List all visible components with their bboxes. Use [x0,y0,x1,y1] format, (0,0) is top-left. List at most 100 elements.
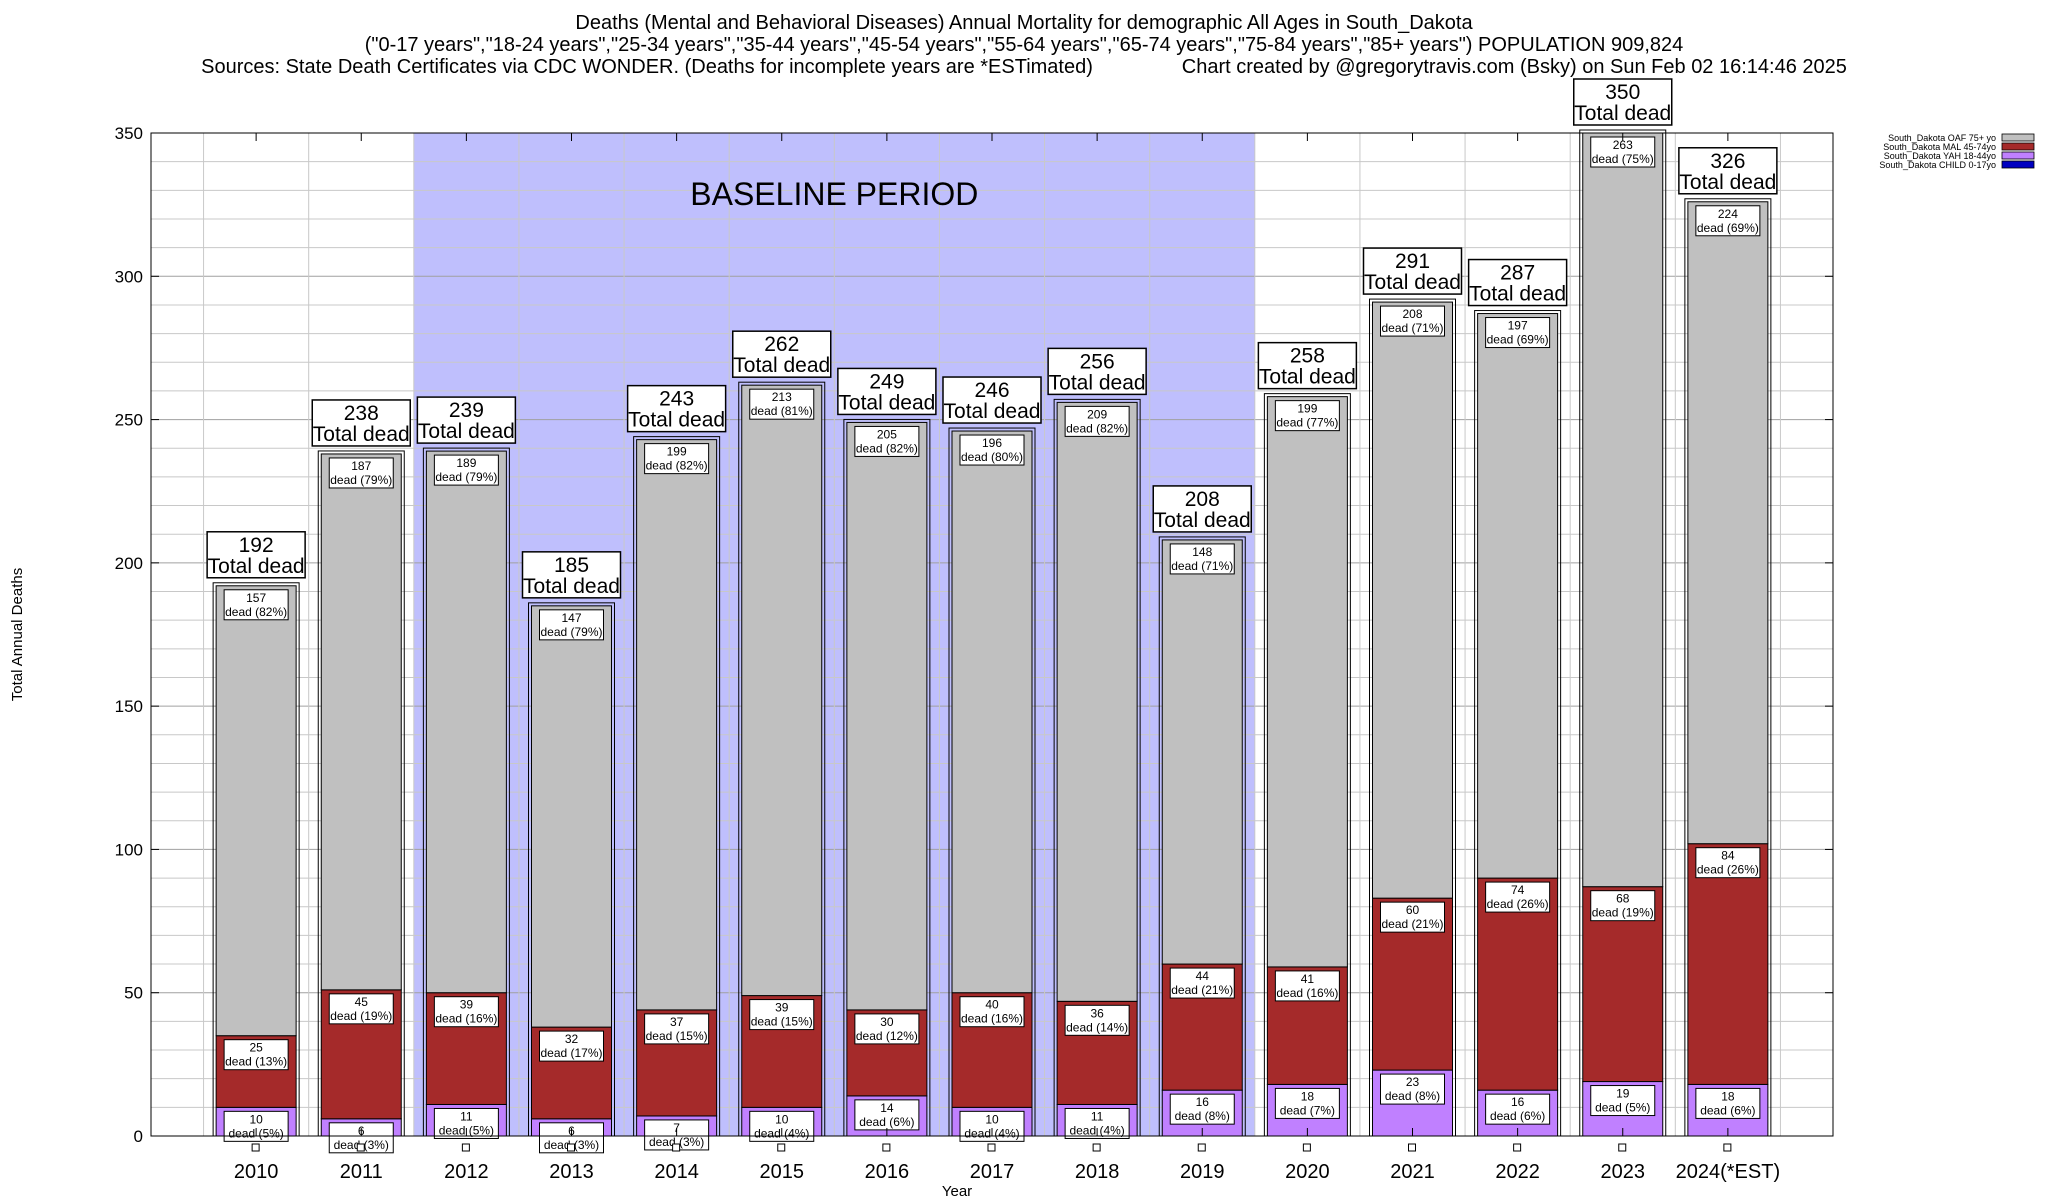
segment-pct-label: dead (21%) [1381,917,1443,931]
y-tick-label: 200 [115,554,143,573]
total-suffix-label: Total dead [838,391,935,414]
segment-pct-label: dead (71%) [1171,559,1233,573]
total-suffix-label: Total dead [523,575,620,598]
segment-label-box [1485,881,1551,913]
segment-value-label: 148 [1192,545,1212,559]
segment-pct-label: dead (5%) [1595,1101,1650,1115]
segment-pct-label: dead (6%) [1490,1109,1545,1123]
segment-value-label: 44 [1196,969,1210,983]
segment-label-box [1169,1093,1235,1125]
legend-entry-label: South_Dakota MAL 45-74yo [1883,142,1996,152]
x-tick-label: 2014 [654,1161,699,1183]
zero-value-marker [1618,1143,1627,1152]
segment-pct-label: dead (14%) [1066,1020,1128,1034]
bar-segment [425,450,507,994]
zero-value-marker [1723,1143,1732,1152]
total-label-box [626,384,727,433]
zero-value-marker [1302,1143,1311,1152]
legend-entry-label: South_Dakota CHILD 0-17yo [1879,160,1996,170]
segment-value-label: 11 [1091,1109,1104,1123]
zero-value-marker [1408,1143,1416,1152]
y-axis-label: Total Annual Deaths [9,568,26,701]
bar-segment [1056,401,1138,1002]
segment-pct-label: dead (26%) [1487,897,1549,911]
zero-value-marker [672,1143,681,1152]
total-label-box [1257,341,1358,390]
segment-value-label: 209 [1087,407,1107,421]
total-suffix-label: Total dead [208,555,305,578]
x-tick-label: 2018 [1075,1161,1120,1183]
y-tick-label: 0 [134,1127,143,1146]
segment-pct-label: dead (77%) [1276,416,1338,430]
segment-label-box [1485,1093,1551,1125]
segment-label-box [854,1013,920,1045]
segment-value-label: 18 [1721,1089,1735,1103]
segment-label-box [1590,1085,1656,1117]
segment-value-label: 41 [1301,972,1315,986]
segment-pct-label: dead (79%) [435,470,497,484]
total-value-label: 287 [1500,262,1535,285]
total-value-label: 291 [1395,250,1430,273]
segment-label-box [1169,543,1235,575]
segment-label-box [223,589,289,621]
segment-value-label: 60 [1406,903,1420,917]
segment-pct-label: dead (8%) [1385,1089,1440,1103]
y-tick-label: 150 [115,697,143,716]
segment-label-box [1590,136,1656,168]
segment-pct-label: dead (79%) [540,625,602,639]
segment-label-box [539,609,604,641]
segment-value-label: 7 [673,1121,680,1135]
segment-value-label: 14 [880,1101,894,1115]
zero-value-marker [1092,1143,1101,1152]
segment-value-label: 37 [670,1015,684,1029]
segment-label-box [1274,970,1340,1002]
total-value-label: 185 [554,554,589,577]
segment-value-label: 263 [1613,138,1633,152]
segment-label-box [644,1013,710,1045]
segment-value-label: 68 [1616,892,1630,906]
segment-pct-label: dead (3%) [649,1135,704,1149]
bar-segment [215,585,297,1037]
total-suffix-label: Total dead [1679,171,1776,194]
segment-pct-label: dead (82%) [856,441,918,455]
segment-pct-label: dead (19%) [330,1009,392,1023]
x-tick-label: 2022 [1495,1161,1540,1183]
segment-label-box [854,425,920,457]
zero-value-marker [777,1143,786,1152]
segment-value-label: 208 [1402,307,1422,321]
bar-segment [531,605,612,1028]
segment-value-label: 39 [460,998,474,1012]
segment-label-box [1064,405,1130,437]
segment-pct-label: dead (82%) [646,459,708,473]
x-tick-label: 2021 [1390,1161,1435,1183]
bar-segment [951,430,1033,994]
chart-title: Deaths (Mental and Behavioral Diseases) … [575,12,1473,34]
segment-value-label: 25 [249,1041,263,1055]
zero-value-marker [461,1143,470,1152]
total-label-box [416,396,517,444]
x-tick-label: 2015 [760,1161,805,1183]
zero-value-marker [356,1143,365,1152]
segment-pct-label: dead (6%) [1700,1103,1755,1117]
segment-value-label: 199 [1297,402,1317,416]
segment-value-label: 32 [565,1032,579,1046]
zero-value-marker [882,1143,891,1152]
segment-pct-label: dead (21%) [1171,983,1233,997]
segment-pct-label: dead (79%) [330,473,392,487]
segment-label-box [223,1039,289,1071]
total-suffix-label: Total dead [733,354,830,377]
total-suffix-label: Total dead [1049,371,1146,394]
total-label-box [942,376,1042,424]
total-suffix-label: Total dead [1469,283,1566,306]
segment-pct-label: dead (80%) [961,450,1023,464]
total-suffix-label: Total dead [1154,509,1251,532]
segment-pct-label: dead (15%) [646,1029,708,1043]
legend-swatch [2001,142,2035,151]
segment-label-box [1169,967,1235,999]
legend-swatch [2001,151,2035,160]
segment-value-label: 45 [355,995,369,1009]
segment-value-label: 40 [985,998,999,1012]
segment-value-label: 74 [1511,883,1525,897]
segment-label-box [1274,1087,1340,1119]
zero-value-marker [251,1143,260,1152]
